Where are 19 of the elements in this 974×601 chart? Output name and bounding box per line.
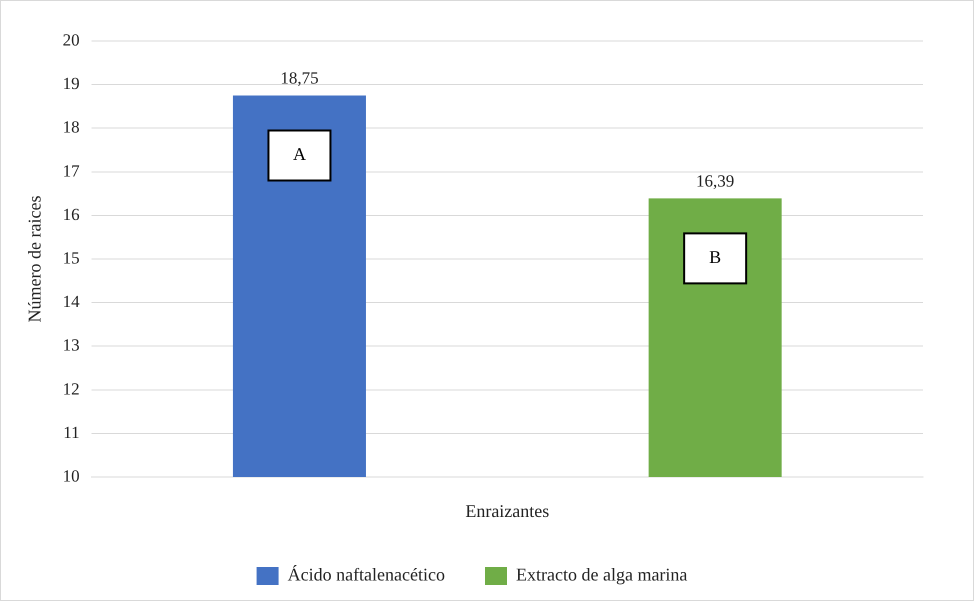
y-tick-label: 14 <box>62 292 80 312</box>
y-tick-label: 18 <box>62 118 80 137</box>
legend-label: Ácido naftalenacético <box>288 564 446 585</box>
y-tick-label: 19 <box>62 74 80 94</box>
y-tick-label: 15 <box>62 248 80 268</box>
x-axis-title: Enraizantes <box>465 500 550 521</box>
y-axis-title: Número de raices <box>24 196 45 322</box>
legend-label: Extracto de alga marina <box>516 564 688 585</box>
y-tick-label: 12 <box>62 379 80 398</box>
y-tick-label: 16 <box>62 204 80 224</box>
annotation: A <box>292 144 306 164</box>
data-label: 16,39 <box>696 171 734 190</box>
y-tick-label: 17 <box>62 161 80 180</box>
y-tick-label: 11 <box>63 422 80 442</box>
y-tick-label: 20 <box>62 30 80 50</box>
annotation: B <box>709 247 722 268</box>
y-tick-label: 13 <box>62 336 80 355</box>
y-tick-label: 10 <box>62 466 80 486</box>
data-label: 18,75 <box>280 68 319 88</box>
